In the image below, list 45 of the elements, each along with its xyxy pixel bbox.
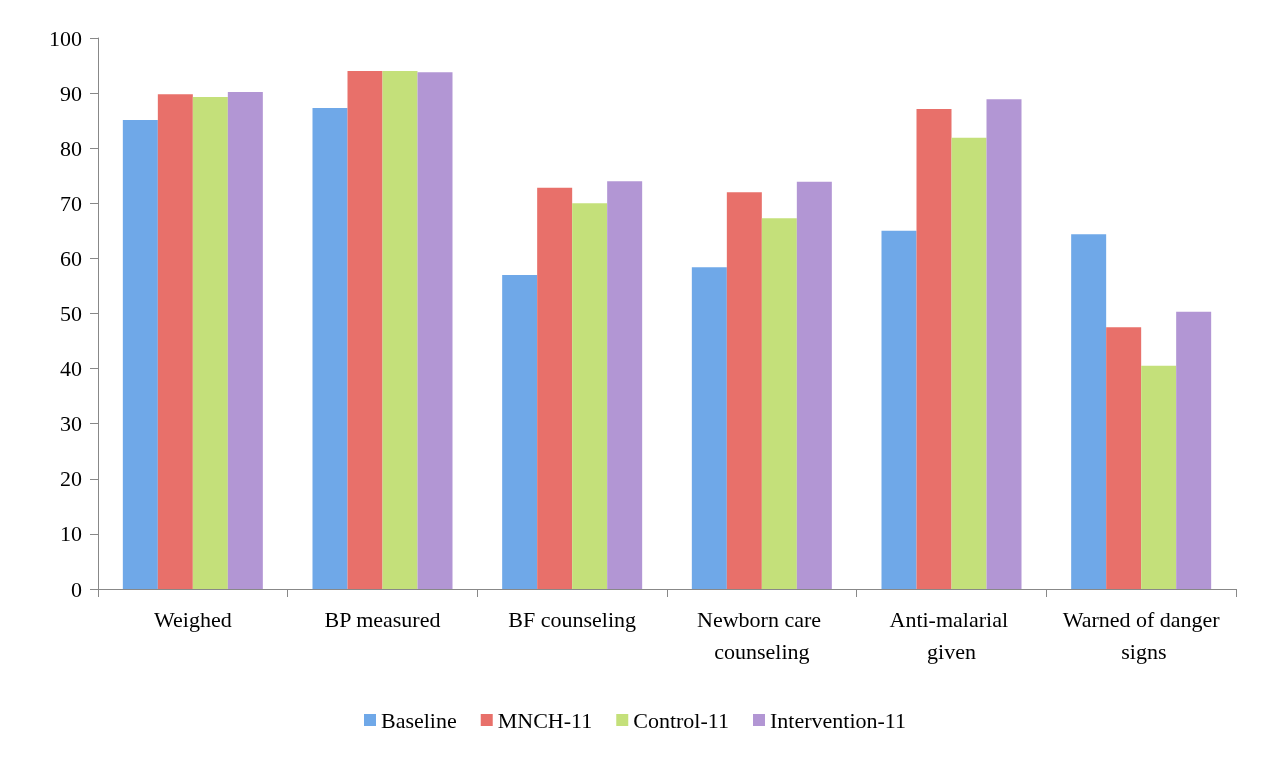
bar: [726, 192, 762, 589]
y-tick-label: 40: [60, 356, 82, 382]
x-tick-label: Warned of danger signs: [1062, 606, 1221, 664]
y-tick-label: 10: [60, 521, 82, 547]
bar: [572, 203, 608, 589]
bar: [881, 230, 917, 589]
bar: [691, 267, 727, 589]
bar: [796, 181, 832, 589]
bar: [382, 71, 418, 589]
bar: [916, 109, 952, 589]
y-tick-label: 60: [60, 245, 82, 271]
bar: [417, 72, 453, 589]
bar: [1071, 234, 1107, 589]
bar: [192, 96, 228, 589]
x-tick-label: BP measured: [324, 606, 441, 632]
bar: [347, 71, 383, 589]
legend-label: Intervention-11: [769, 707, 907, 733]
x-tick-label: BF counseling: [508, 606, 637, 632]
bar: [157, 94, 193, 589]
legend-label: Control-11: [633, 707, 729, 733]
bar: [122, 120, 158, 589]
y-tick-label: 90: [60, 80, 82, 106]
y-tick-label: 80: [60, 135, 82, 161]
x-tick-label: Anti-malarial given: [889, 606, 1014, 664]
bar: [951, 137, 987, 589]
y-tick-label: 20: [60, 466, 82, 492]
y-tick-label: 30: [60, 411, 82, 437]
x-tick-label: Newborn care counseling: [697, 606, 827, 664]
x-tick-label: Weighed: [154, 606, 232, 632]
y-tick-label: 100: [49, 25, 82, 51]
bar: [537, 187, 573, 589]
y-tick-label: 50: [60, 301, 82, 326]
bar: [227, 92, 263, 589]
bar: [502, 274, 538, 589]
bar: [1106, 327, 1142, 589]
bar: [986, 99, 1022, 589]
bar: [312, 107, 348, 589]
legend-label: MNCH-11: [497, 707, 593, 733]
bar: [1141, 365, 1177, 589]
bar: [1176, 311, 1212, 589]
y-tick-label: 0: [71, 576, 82, 602]
y-tick-label: 70: [60, 190, 82, 216]
legend-label: Baseline: [380, 707, 457, 733]
bar: [607, 181, 643, 589]
bar: [761, 218, 797, 589]
